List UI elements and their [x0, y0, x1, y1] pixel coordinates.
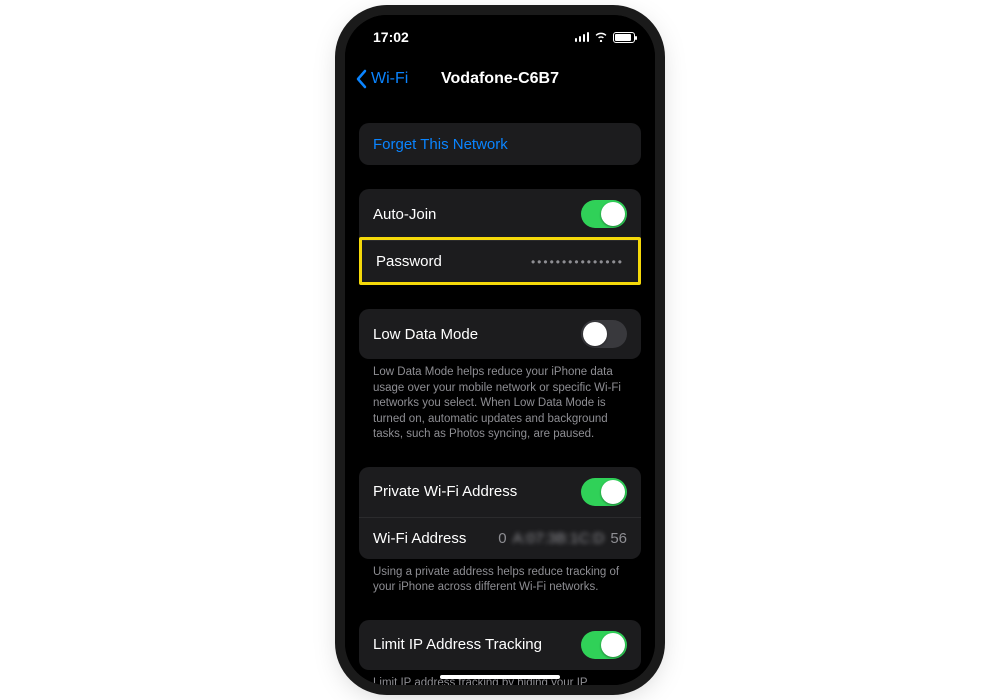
wifi-address-label: Wi-Fi Address — [373, 530, 466, 547]
low-data-toggle[interactable] — [581, 320, 627, 348]
forget-network-button[interactable]: Forget This Network — [359, 123, 641, 165]
wifi-address-value: 0 A:07:3B:1C:D 56 — [498, 530, 627, 547]
password-row[interactable]: Password ••••••••••••••• — [362, 240, 638, 282]
nav-bar: Wi-Fi Vodafone-C6B7 — [345, 59, 655, 99]
wifi-address-prefix: 0 — [498, 530, 506, 547]
low-data-footer: Low Data Mode helps reduce your iPhone d… — [359, 359, 641, 443]
wifi-icon — [594, 32, 608, 42]
wifi-address-blurred: A:07:3B:1C:D — [513, 530, 605, 547]
back-button[interactable]: Wi-Fi — [355, 69, 408, 89]
battery-icon — [613, 32, 635, 43]
content: Forget This Network Auto-Join Password •… — [345, 99, 655, 685]
cellular-icon — [575, 32, 590, 42]
status-time: 17:02 — [373, 29, 409, 45]
low-data-label: Low Data Mode — [373, 326, 478, 343]
phone-frame: 17:02 Wi-Fi Vodafone-C6B7 Forget This Ne… — [345, 15, 655, 685]
back-label: Wi-Fi — [371, 70, 408, 88]
autojoin-group: Auto-Join Password ••••••••••••••• — [359, 189, 641, 285]
limit-ip-label: Limit IP Address Tracking — [373, 636, 542, 653]
password-highlight: Password ••••••••••••••• — [359, 237, 641, 285]
private-wifi-toggle[interactable] — [581, 478, 627, 506]
password-label: Password — [376, 253, 442, 270]
limit-ip-row[interactable]: Limit IP Address Tracking — [359, 620, 641, 670]
auto-join-toggle[interactable] — [581, 200, 627, 228]
home-indicator[interactable] — [440, 675, 560, 679]
lowdata-group: Low Data Mode — [359, 309, 641, 359]
screen: Wi-Fi Vodafone-C6B7 Forget This Network … — [345, 15, 655, 685]
notch — [430, 15, 570, 39]
private-wifi-row[interactable]: Private Wi-Fi Address — [359, 467, 641, 517]
wifi-address-suffix: 56 — [610, 530, 627, 547]
status-indicators — [575, 32, 636, 43]
auto-join-row[interactable]: Auto-Join — [359, 189, 641, 239]
low-data-row[interactable]: Low Data Mode — [359, 309, 641, 359]
wifi-address-row[interactable]: Wi-Fi Address 0 A:07:3B:1C:D 56 — [359, 517, 641, 559]
auto-join-label: Auto-Join — [373, 206, 436, 223]
forget-label: Forget This Network — [373, 136, 508, 153]
forget-group: Forget This Network — [359, 123, 641, 165]
limit-ip-toggle[interactable] — [581, 631, 627, 659]
limit-ip-group: Limit IP Address Tracking — [359, 620, 641, 670]
password-value: ••••••••••••••• — [531, 255, 624, 269]
private-wifi-label: Private Wi-Fi Address — [373, 483, 517, 500]
private-wifi-group: Private Wi-Fi Address Wi-Fi Address 0 A:0… — [359, 467, 641, 559]
chevron-left-icon — [355, 69, 369, 89]
private-wifi-footer: Using a private address helps reduce tra… — [359, 559, 641, 596]
